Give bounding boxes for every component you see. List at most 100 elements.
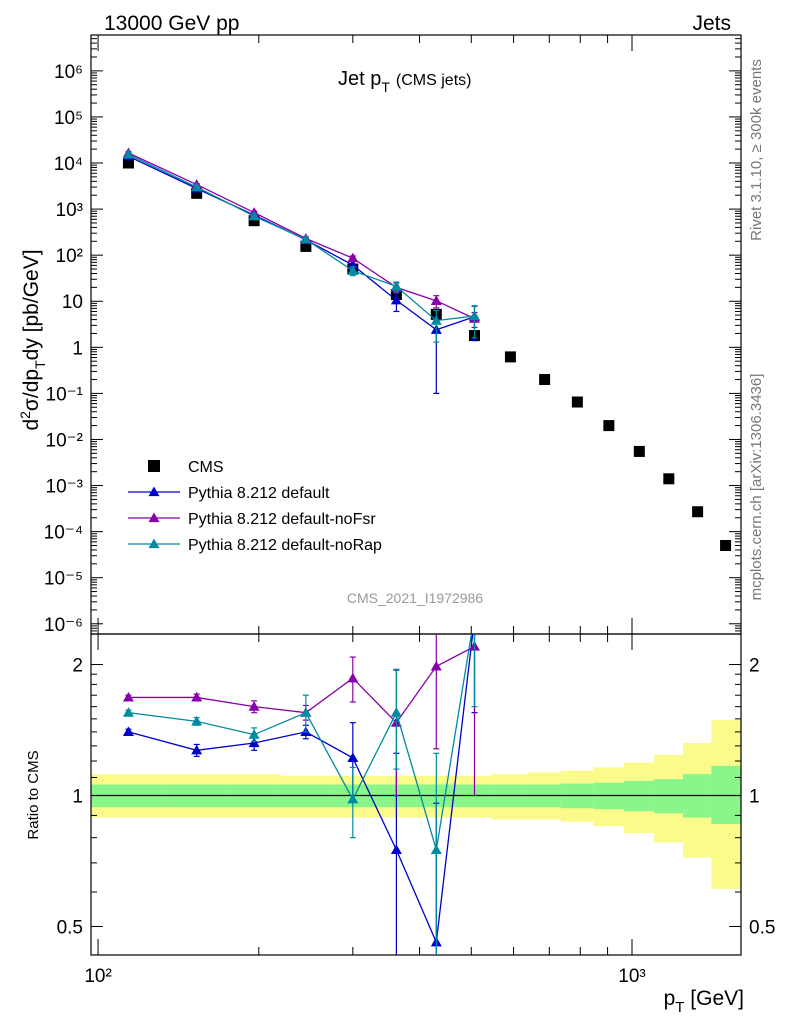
ratio-point xyxy=(347,752,359,763)
main-series-group xyxy=(122,147,732,551)
series-point xyxy=(430,295,442,305)
title-sub: T xyxy=(381,79,390,95)
ratio-series-3 xyxy=(122,609,480,955)
ratio-point xyxy=(191,715,203,726)
cms-point xyxy=(692,506,704,518)
ratio-point xyxy=(430,660,442,671)
ratio-point xyxy=(469,613,480,623)
cms-point xyxy=(248,215,260,227)
cms-point xyxy=(720,539,732,551)
ratio-y-tick-label: 1 xyxy=(72,786,83,807)
cms-point xyxy=(633,445,645,457)
ratio-point xyxy=(390,707,402,717)
uncertainty-band-inner xyxy=(654,779,684,814)
cms-point xyxy=(191,187,203,199)
ratio-line xyxy=(128,634,473,851)
legend-label: Pythia 8.212 default xyxy=(188,485,330,502)
series-point xyxy=(248,210,260,221)
legend-marker xyxy=(148,512,160,523)
ratio-point xyxy=(390,844,402,854)
legend-label: CMS xyxy=(188,459,224,476)
main-y-tick-label: 10⁻³ xyxy=(46,477,84,498)
main-y-tick-label: 10⁻⁵ xyxy=(44,569,83,590)
side-label-top: Rivet 3.1.10, ≥ 300k events xyxy=(748,59,765,241)
ratio-y-tick-label-right: 1 xyxy=(749,786,760,807)
ratio-point xyxy=(469,609,480,619)
ratio-point xyxy=(191,744,203,755)
legend-marker xyxy=(148,538,160,549)
main-y-tick-label: 10⁴ xyxy=(54,154,83,175)
main-y-tick-label: 10 xyxy=(62,292,83,313)
ratio-point xyxy=(300,707,312,717)
main-y-tick-label: 10⁻⁶ xyxy=(44,615,83,636)
legend: CMS Pythia 8.212 default Pythia 8.212 defa… xyxy=(128,459,382,554)
ratio-point xyxy=(122,691,134,702)
series-point xyxy=(347,265,359,275)
ratio-series-group xyxy=(122,609,481,955)
legend-marker xyxy=(148,460,160,472)
series-line xyxy=(128,155,475,331)
ratio-y-tick-label-right: 2 xyxy=(749,655,760,676)
x-tick-label: 10³ xyxy=(618,966,645,987)
series-line xyxy=(128,153,475,322)
cms-point xyxy=(122,157,134,169)
ratio-point xyxy=(347,672,359,683)
ratio-point xyxy=(191,691,203,702)
cms-point xyxy=(300,240,312,252)
cms-point xyxy=(663,473,675,485)
ratio-ylabel: Ratio to CMS xyxy=(25,750,42,839)
ratio-point xyxy=(248,729,260,739)
svg-text:d2σ/dpTdy [pb/GeV]: d2σ/dpTdy [pb/GeV] xyxy=(17,249,48,430)
series-point xyxy=(191,181,203,192)
main-y-tick-label: 10⁻⁴ xyxy=(44,523,83,544)
legend-label: Pythia 8.212 default-noFsr xyxy=(188,511,376,528)
main-y-tick-label: 10⁵ xyxy=(54,108,83,129)
svg-text:Jet pT(CMS jets): Jet pT (CMS jets) xyxy=(338,68,471,95)
header-left: 13000 GeV pp xyxy=(104,12,239,35)
ratio-y-tick-label: 2 xyxy=(72,655,83,676)
ratio-line xyxy=(128,645,475,724)
ratio-point xyxy=(248,737,260,748)
watermark: CMS_2021_I1972986 xyxy=(347,590,483,606)
ratio-frame xyxy=(90,633,742,956)
series-point xyxy=(300,233,312,244)
ratio-xlabel: pT [GeV] xyxy=(664,987,744,1016)
series-point xyxy=(469,310,481,321)
uncertainty-band-inner xyxy=(623,780,655,812)
series-pythia-1 xyxy=(122,150,481,394)
legend-label: Pythia 8.212 default-noRap xyxy=(188,537,382,554)
legend-marker xyxy=(148,486,160,497)
ratio-y-tick-label: 0.5 xyxy=(57,917,83,938)
header-right: Jets xyxy=(692,12,731,35)
ratio-point xyxy=(122,707,134,717)
main-y-tick-label: 10⁻² xyxy=(46,430,84,451)
main-title: Jet pT (CMS jets) xyxy=(338,68,471,95)
x-tick-label: 10² xyxy=(84,966,111,987)
ratio-y-tick-label-right: 0.5 xyxy=(749,917,775,938)
main-y-tick-label: 1 xyxy=(72,338,83,359)
side-label-bottom: mcplots.cern.ch [arXiv:1306.3436] xyxy=(748,374,765,601)
ratio-bands xyxy=(91,720,741,889)
cms-point xyxy=(603,420,615,432)
series-point xyxy=(347,252,359,263)
series-point xyxy=(430,315,442,325)
svg-text:Ratio to CMS: Ratio to CMS xyxy=(25,750,42,839)
ratio-point xyxy=(347,793,359,804)
main-y-tick-label: 10³ xyxy=(56,200,83,221)
series-point xyxy=(390,280,402,291)
title-main: Jet p xyxy=(338,68,381,90)
ratio-point xyxy=(248,701,260,711)
ratio-line xyxy=(128,634,474,945)
main-y-tick-label: 10² xyxy=(56,246,83,267)
series-pythia-3 xyxy=(122,148,481,343)
main-y-tick-label: 10⁶ xyxy=(54,62,83,83)
ratio-point xyxy=(122,726,134,737)
cms-point xyxy=(571,396,583,408)
series-point xyxy=(390,294,402,305)
main-y-tick-label: 10⁻¹ xyxy=(46,384,84,405)
cms-point xyxy=(539,374,551,386)
title-suffix: (CMS jets) xyxy=(396,72,472,89)
main-ylabel: d2σ/dpTdy [pb/GeV] xyxy=(17,249,48,430)
series-line xyxy=(128,152,475,320)
